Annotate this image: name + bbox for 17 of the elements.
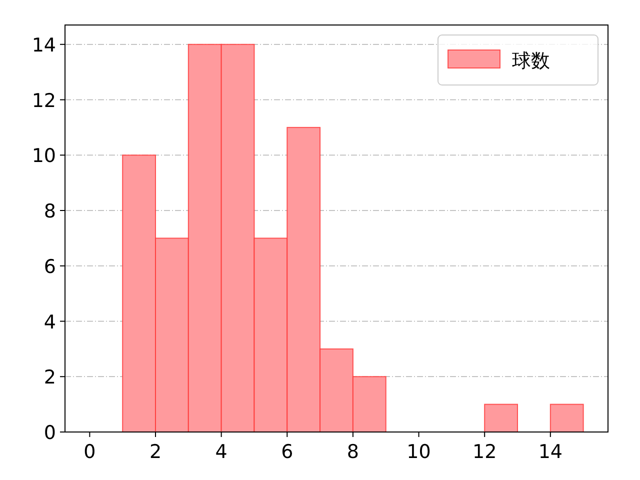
x-tick-label: 8 [346, 441, 359, 463]
x-tick-label: 0 [84, 441, 96, 463]
x-tick-label: 12 [472, 441, 497, 463]
y-tick-label: 10 [32, 145, 56, 168]
x-tick-label: 14 [538, 441, 563, 463]
y-tick-label: 2 [44, 366, 56, 389]
x-tick-label: 6 [281, 441, 294, 463]
x-tick-label: 2 [149, 441, 162, 463]
x-tick-label: 10 [406, 441, 431, 463]
y-tick-label: 14 [32, 34, 56, 56]
legend-label: 球数 [512, 50, 550, 72]
x-tick-label: 4 [215, 441, 228, 463]
y-tick-label: 0 [44, 422, 56, 444]
y-tick-label: 8 [44, 200, 56, 223]
y-tick-label: 4 [44, 311, 56, 334]
y-tick-label: 6 [44, 256, 56, 278]
y-tick-label: 12 [32, 90, 56, 112]
